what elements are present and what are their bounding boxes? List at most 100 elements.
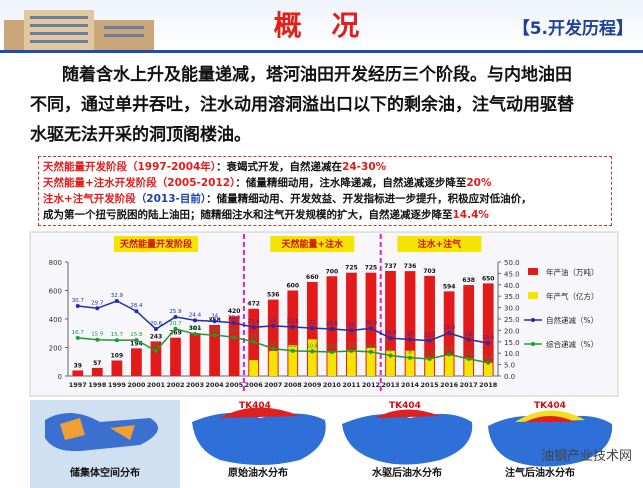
water-shape	[192, 412, 326, 465]
x-tick-label: 2002	[166, 381, 184, 389]
data-label: 21.5	[287, 319, 300, 325]
y-tick-label: 600	[49, 288, 62, 296]
reservoir-shape	[60, 418, 135, 440]
x-tick-label: 2015	[421, 381, 440, 389]
data-label: 600	[287, 283, 300, 290]
image-caption: 原始油水分布	[228, 466, 288, 479]
stage-line: 天然能量+注水开发阶段（2005-2012）：储量精细动用，注水降递减，自然递减…	[43, 175, 607, 191]
stage-line: 天然能量开发阶段（1997-2004年）：衰竭式开发，自然递减在24-30%	[43, 159, 607, 175]
water-shape	[342, 413, 473, 465]
point	[251, 325, 256, 330]
data-label: 194	[130, 340, 143, 347]
bar	[424, 275, 435, 376]
point	[212, 332, 217, 337]
bar	[189, 333, 201, 376]
data-label: 301	[189, 325, 202, 332]
watermark: 油钢产业技术网	[541, 449, 632, 464]
bar	[425, 357, 434, 376]
x-tick-label: 2007	[264, 381, 282, 389]
legend-swatch	[528, 292, 538, 299]
bar	[463, 285, 475, 376]
point	[388, 353, 393, 358]
line	[77, 300, 489, 344]
point	[466, 356, 471, 361]
data-label: 5.8	[484, 355, 493, 361]
point	[173, 314, 178, 319]
y-tick-label: 0	[58, 373, 62, 381]
x-tick-label: 2006	[245, 381, 264, 389]
bar	[268, 350, 278, 376]
stage-label-box	[270, 236, 355, 252]
stage-name: 天然能量+注水开发阶段（2005-2012）	[43, 177, 236, 189]
header: 概 况 【5.开发历程】	[0, 0, 643, 53]
point	[232, 335, 237, 340]
stage-label-box	[397, 236, 482, 252]
bar	[385, 270, 396, 376]
y2-tick-label: 40.0	[504, 282, 520, 290]
point	[212, 319, 217, 324]
data-label: 18.4	[189, 326, 202, 332]
data-label: 725	[345, 265, 358, 272]
stage-highlight: 24-30%	[342, 161, 387, 173]
data-label: 15.5	[423, 333, 436, 339]
intro-line: 水驱无法开采的洞顶阁楼油。	[30, 125, 251, 145]
oil-shape	[220, 407, 300, 418]
x-tick-label: 2005	[225, 381, 244, 389]
stage-desc: ：衰竭式开发，自然递减在	[216, 161, 343, 173]
data-label: 109	[111, 352, 124, 359]
data-label: 660	[306, 274, 319, 281]
bar	[249, 360, 259, 376]
y2-tick-label: 5.0	[504, 362, 515, 370]
legend-swatch	[531, 342, 535, 346]
point	[290, 348, 295, 353]
bar	[405, 350, 415, 376]
data-label: 15.8	[130, 332, 143, 338]
bar	[111, 360, 123, 376]
image-caption: 储集体空间分布	[69, 466, 140, 479]
data-label: 243	[150, 333, 163, 340]
bar	[150, 341, 162, 376]
bar	[72, 370, 84, 376]
legend-label: 年产气（亿方）	[546, 291, 599, 301]
legend-swatch	[531, 318, 535, 322]
well-label: TK404	[389, 401, 421, 411]
stage-highlight: 20%	[466, 177, 492, 189]
point	[329, 350, 334, 355]
point	[114, 338, 119, 343]
data-label: 20.7	[169, 321, 182, 327]
x-tick-label: 2018	[479, 381, 498, 389]
bar	[444, 355, 454, 376]
point	[486, 341, 491, 346]
data-label: 16.7	[72, 330, 85, 336]
data-label: 25.9	[169, 309, 182, 315]
x-tick-label: 2014	[401, 381, 420, 389]
line	[77, 327, 489, 364]
bar	[386, 350, 395, 376]
image-caption: 注气后油水分布	[505, 466, 575, 479]
intro-line: 不同，通过单井吞吐，注水动用溶洞溢出口以下的剩余油，注气动用驱替	[30, 95, 574, 115]
bar	[483, 362, 493, 376]
stage-label: 注水+注气	[418, 238, 462, 250]
y-tick-label: 200	[49, 345, 62, 353]
y2-tick-label: 10.0	[504, 350, 520, 358]
point	[427, 338, 432, 343]
point	[329, 327, 334, 332]
data-label: 20.9	[365, 320, 378, 326]
bar	[288, 345, 298, 376]
point	[153, 348, 158, 353]
data-label: 8	[408, 350, 412, 356]
x-tick-label: 2004	[206, 381, 225, 389]
x-tick-label: 2016	[440, 381, 459, 389]
data-label: 14.4	[482, 335, 495, 341]
point	[427, 356, 432, 361]
data-label: 420	[228, 308, 241, 315]
bar	[228, 316, 240, 376]
data-label: 16.6	[384, 330, 397, 336]
x-tick-label: 2011	[342, 381, 361, 389]
y2-tick-label: 25.0	[504, 316, 520, 324]
point	[368, 326, 373, 331]
bar	[346, 272, 357, 376]
intro: 随着含水上升及能量递减，塔河油田开发经历三个阶段。与内地油田 不同，通过单井吞吐…	[30, 60, 630, 150]
data-label: 23.3	[228, 315, 241, 321]
point	[310, 349, 315, 354]
